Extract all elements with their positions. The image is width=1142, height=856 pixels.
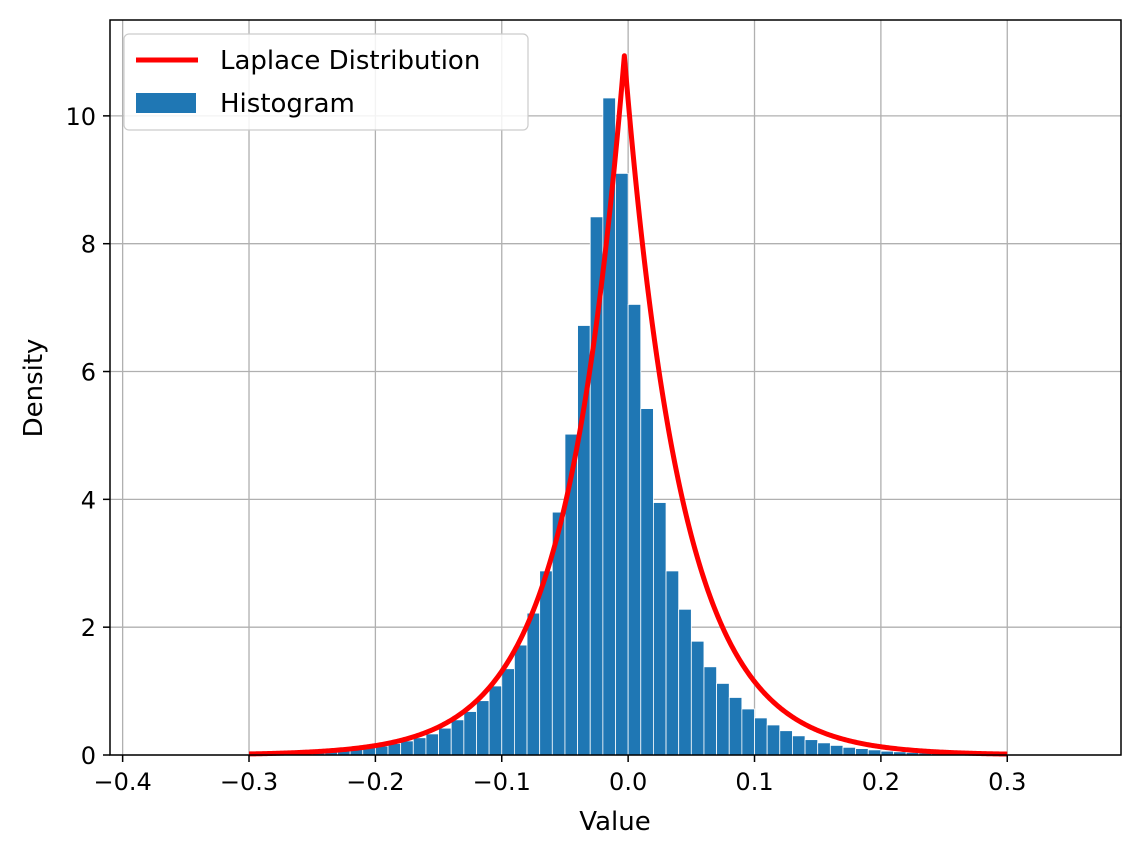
histogram-bar bbox=[539, 570, 553, 756]
histogram-bar bbox=[842, 746, 857, 756]
x-tick-label: 0.2 bbox=[862, 768, 900, 796]
histogram-bar bbox=[678, 608, 692, 756]
x-tick-label: 0.3 bbox=[988, 768, 1026, 796]
legend-bar-swatch bbox=[136, 93, 196, 113]
x-tick-label: −0.1 bbox=[473, 768, 531, 796]
y-tick-label: 6 bbox=[81, 359, 96, 387]
histogram-bar bbox=[754, 717, 768, 756]
plot-frame bbox=[109, 19, 1122, 756]
x-tick-label: 0.0 bbox=[609, 768, 647, 796]
histogram-bar bbox=[804, 739, 819, 756]
histogram-bar bbox=[450, 719, 465, 756]
histogram-bar bbox=[728, 697, 743, 756]
histogram-bar bbox=[400, 740, 414, 756]
y-tick-label: 4 bbox=[81, 486, 96, 514]
histogram-bar bbox=[703, 666, 718, 756]
histogram-bar bbox=[665, 570, 680, 756]
ticks-layer: −0.4 −0.3 −0.2 −0.1 0.0 0.1 0.2 0.3 0 2 4 6 8 10 bbox=[65, 103, 1026, 796]
histogram-bar bbox=[741, 708, 755, 756]
legend-box bbox=[123, 33, 529, 131]
y-tick-label: 0 bbox=[81, 742, 96, 770]
histogram-bar bbox=[476, 700, 490, 756]
histogram-bar bbox=[690, 640, 705, 756]
histogram-bar bbox=[640, 408, 654, 756]
x-tick-label: −0.3 bbox=[220, 768, 278, 796]
histogram-bar bbox=[867, 749, 882, 756]
histogram-bar bbox=[653, 502, 667, 756]
histogram-bar bbox=[425, 733, 439, 756]
curve-layer bbox=[247, 53, 1009, 757]
histogram-bar bbox=[627, 304, 642, 756]
y-tick-label: 8 bbox=[81, 231, 96, 259]
histogram-bar bbox=[792, 735, 806, 756]
histogram-bar bbox=[829, 745, 844, 756]
y-tick-label: 10 bbox=[65, 103, 96, 131]
legend: Laplace Distribution Histogram bbox=[123, 33, 529, 131]
histogram-bar bbox=[488, 685, 503, 756]
histogram-bar bbox=[526, 612, 541, 756]
y-tick-label: 2 bbox=[81, 614, 96, 642]
histogram-bar bbox=[438, 727, 452, 756]
histogram-bar bbox=[463, 711, 477, 756]
histogram-bar bbox=[514, 644, 528, 756]
histogram-bar bbox=[615, 172, 629, 756]
legend-label-laplace: Laplace Distribution bbox=[220, 46, 480, 76]
legend-label-histogram: Histogram bbox=[220, 89, 355, 119]
histogram-bar bbox=[855, 748, 869, 756]
y-axis-title: Density bbox=[19, 339, 49, 438]
x-tick-label: −0.2 bbox=[346, 768, 404, 796]
x-axis-title: Value bbox=[579, 807, 650, 837]
histogram-bar bbox=[766, 724, 781, 756]
histogram-bar bbox=[412, 737, 427, 756]
histogram-bar bbox=[817, 742, 831, 756]
histogram-bar bbox=[716, 683, 730, 756]
x-tick-label: 0.1 bbox=[735, 768, 773, 796]
x-tick-label: −0.4 bbox=[93, 768, 151, 796]
histogram-bar bbox=[501, 668, 515, 756]
bars-layer bbox=[248, 97, 1008, 756]
histogram-bar bbox=[779, 730, 793, 756]
laplace-curve bbox=[247, 53, 1009, 757]
